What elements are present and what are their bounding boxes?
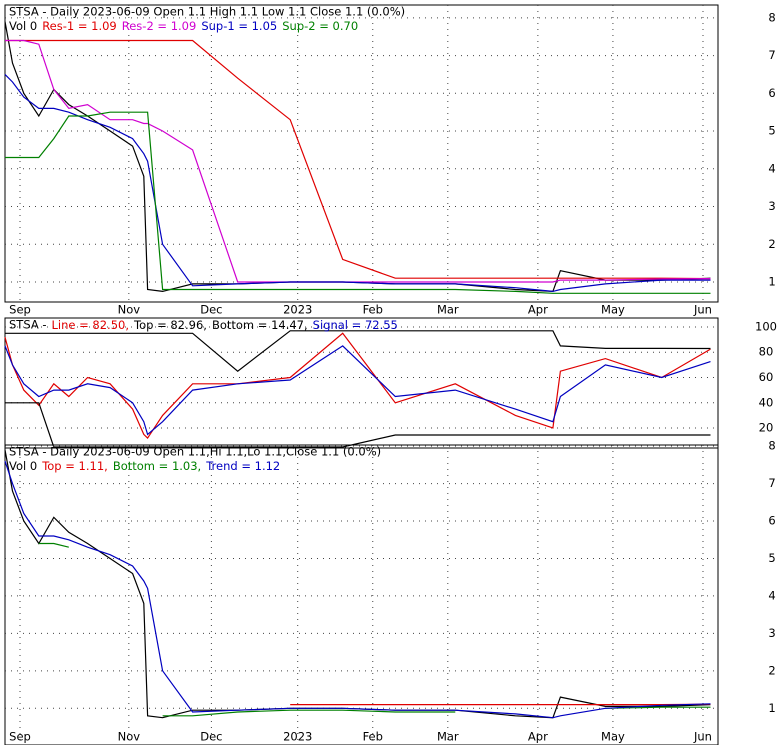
x-tick-label: 2023	[283, 730, 312, 744]
y-tick-label: 2	[768, 237, 775, 251]
x-tick-label: Jun	[693, 730, 712, 744]
series-line	[4, 460, 711, 719]
x-tick-label: Nov	[118, 730, 141, 744]
legend-entry: Bottom = 14.47,	[212, 318, 308, 332]
legend-entry: Top = 1.11,	[41, 459, 108, 473]
y-tick-label: 1	[768, 274, 775, 288]
y-tick-label: 8	[768, 439, 775, 453]
y-tick-label: 40	[759, 395, 774, 409]
series-line	[4, 449, 711, 719]
y-tick-label: 4	[768, 161, 775, 175]
y-tick-label: 3	[768, 199, 775, 213]
legend-entry: Res-1 = 1.09	[42, 19, 117, 33]
legend-entry: Signal = 72.55	[313, 318, 398, 332]
x-tick-label: May	[601, 730, 625, 744]
y-tick-label: 7	[768, 476, 775, 490]
series-line	[5, 39, 711, 280]
y-tick-label: 4	[768, 588, 775, 602]
chart-title: STSA - Daily 2023-06-09 Open 1.1,Hi 1.1,…	[9, 445, 381, 459]
y-tick-label: 6	[768, 86, 775, 100]
y-tick-label: 3	[768, 626, 775, 640]
series-line	[4, 73, 711, 293]
x-tick-label: Nov	[118, 303, 141, 317]
y-tick-label: 7	[768, 48, 775, 62]
x-tick-label: Jun	[693, 303, 712, 317]
x-tick-label: Mar	[437, 730, 459, 744]
legend: Vol 0 Top = 1.11, Bottom = 1.03, Trend = 1.…	[9, 459, 280, 473]
legend-entry: Top = 82.96,	[133, 318, 207, 332]
series-line	[5, 330, 711, 372]
x-tick-label: May	[601, 303, 625, 317]
series-line	[4, 332, 711, 440]
series-line	[5, 111, 711, 294]
legend: Vol 0 Res-1 = 1.09 Res-2 = 1.09 Sup-1 = 1.0…	[9, 19, 358, 33]
x-tick-label: Mar	[437, 303, 459, 317]
legend-entry: Sup-1 = 1.05	[201, 19, 277, 33]
legend-entry: Res-2 = 1.09	[122, 19, 197, 33]
series-line	[4, 345, 711, 436]
series-line	[5, 402, 711, 448]
panel-frame	[4, 317, 719, 449]
y-tick-label: 5	[768, 124, 775, 138]
chart-title: STSA - Line = 82.50, Top = 82.96, Bottom = …	[9, 318, 398, 332]
y-tick-label: 100	[755, 319, 777, 333]
y-tick-label: 20	[759, 421, 774, 435]
x-tick-label: Apr	[528, 730, 548, 744]
x-tick-label: Feb	[363, 303, 383, 317]
y-tick-label: 80	[759, 345, 774, 359]
x-tick-label: Dec	[200, 730, 222, 744]
x-tick-label: Sep	[9, 303, 31, 317]
x-tick-label: 2023	[283, 303, 312, 317]
y-tick-label: 6	[768, 514, 775, 528]
y-tick-label: 5	[768, 551, 775, 565]
series-line	[38, 542, 711, 717]
volume-label: Vol 0	[9, 19, 37, 33]
legend-entry: Sup-2 = 0.70	[282, 19, 358, 33]
y-tick-label: 8	[768, 10, 775, 24]
y-tick-label: 2	[768, 663, 775, 677]
legend-entry: Bottom = 1.03,	[113, 459, 201, 473]
x-tick-label: Feb	[363, 730, 383, 744]
chart-title: STSA - Daily 2023-06-09 Open 1.1 High 1.…	[9, 5, 405, 19]
x-tick-label: Apr	[528, 303, 548, 317]
panel-frame	[4, 4, 719, 303]
x-tick-label: Sep	[9, 730, 31, 744]
x-tick-label: Dec	[200, 303, 222, 317]
legend-entry: Line = 82.50,	[52, 318, 130, 332]
series-line	[4, 21, 711, 293]
y-tick-label: 1	[768, 701, 775, 715]
series-line	[5, 39, 711, 283]
panel-frame	[4, 444, 719, 745]
volume-label: Vol 0	[9, 459, 37, 473]
y-tick-label: 60	[759, 370, 774, 384]
legend-entry: Trend = 1.12	[205, 459, 280, 473]
